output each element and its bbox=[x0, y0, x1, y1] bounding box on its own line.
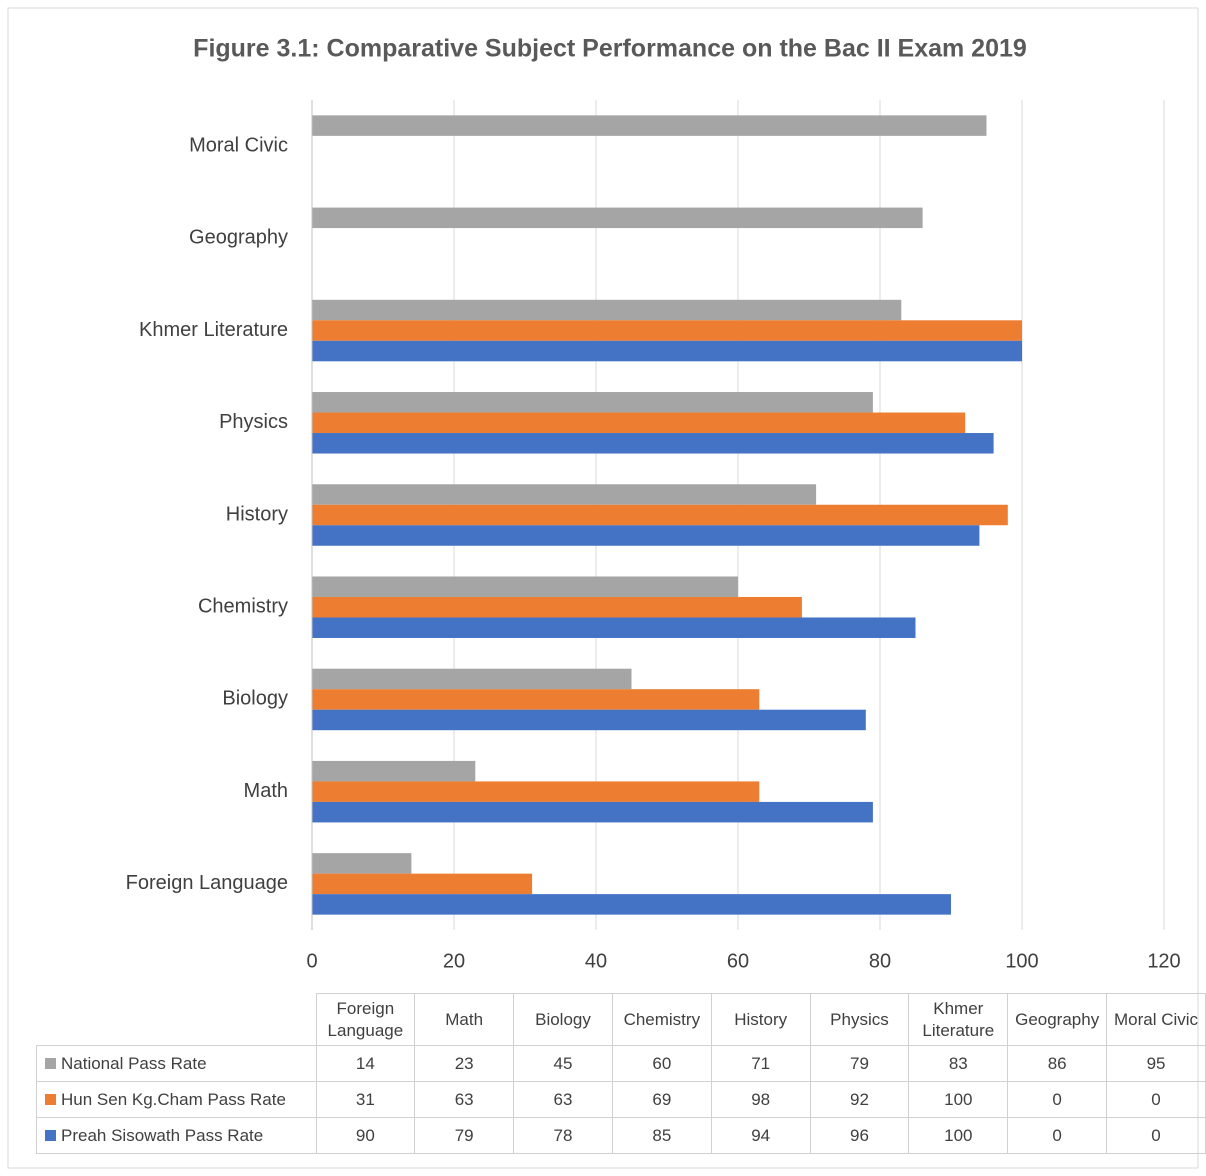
x-tick-label: 40 bbox=[585, 950, 607, 972]
y-tick-label: Geography bbox=[189, 227, 288, 249]
table-cell: 90 bbox=[315, 1117, 416, 1154]
x-tick-label: 0 bbox=[306, 950, 317, 972]
bar bbox=[312, 853, 412, 874]
legend-label: National Pass Rate bbox=[61, 1053, 207, 1073]
table-header: Biology bbox=[513, 993, 613, 1046]
bar bbox=[312, 781, 760, 802]
legend-label: Preah Sisowath Pass Rate bbox=[61, 1125, 264, 1145]
table-cell: 0 bbox=[1106, 1117, 1206, 1154]
data-table: Foreign Language Math Biology Chemistry Hist… bbox=[36, 993, 1206, 1154]
y-tick-label: History bbox=[226, 503, 288, 525]
y-tick-label: Foreign Language bbox=[126, 872, 288, 894]
table-cell: 92 bbox=[809, 1081, 910, 1118]
table-cell: 96 bbox=[809, 1117, 910, 1154]
table-row-label: Preah Sisowath Pass Rate bbox=[36, 1117, 317, 1154]
bar bbox=[312, 525, 980, 546]
table-cell: 100 bbox=[908, 1081, 1009, 1118]
table-header: Geography bbox=[1007, 993, 1108, 1046]
bar bbox=[312, 596, 802, 618]
table-row: Preah Sisowath Pass Rate 90 79 78 85 94 96 100 0… bbox=[36, 1117, 1206, 1154]
bar bbox=[312, 894, 951, 915]
bar bbox=[312, 576, 738, 597]
table-header: Physics bbox=[809, 993, 910, 1046]
table-cell: 69 bbox=[611, 1081, 712, 1118]
table-cell: 45 bbox=[513, 1045, 613, 1082]
table-header: Khmer Literature bbox=[908, 993, 1009, 1046]
table-cell: 79 bbox=[809, 1045, 910, 1082]
table-row: Hun Sen Kg.Cham Pass Rate 31 63 63 69 98 92 100… bbox=[36, 1081, 1206, 1118]
table-header: Chemistry bbox=[611, 993, 712, 1046]
bar bbox=[312, 709, 866, 731]
table-cell: 94 bbox=[710, 1117, 811, 1154]
table-cell: 63 bbox=[513, 1081, 613, 1118]
bar bbox=[312, 299, 902, 321]
bar bbox=[312, 340, 1022, 362]
bar bbox=[312, 668, 632, 690]
bar bbox=[312, 617, 916, 638]
chart-title: Figure 3.1: Comparative Subject Performa… bbox=[193, 35, 1027, 63]
table-cell: 71 bbox=[710, 1045, 811, 1082]
bar bbox=[312, 801, 873, 823]
table-header: Moral Civic bbox=[1106, 993, 1206, 1046]
table-header: History bbox=[710, 993, 811, 1046]
y-tick-label: Moral Civic bbox=[189, 134, 288, 156]
x-tick-label: 20 bbox=[443, 950, 465, 972]
table-cell: 0 bbox=[1106, 1081, 1206, 1118]
bar bbox=[312, 207, 923, 229]
x-tick-label: 60 bbox=[727, 950, 749, 972]
table-cell: 14 bbox=[315, 1045, 416, 1082]
table-cell: 85 bbox=[611, 1117, 712, 1154]
bar bbox=[312, 504, 1008, 526]
legend-swatch bbox=[45, 1129, 56, 1141]
table-cell: 23 bbox=[414, 1045, 515, 1082]
y-tick-label: Biology bbox=[222, 688, 288, 710]
table-cell: 83 bbox=[908, 1045, 1009, 1082]
bar bbox=[312, 412, 966, 434]
table-cell: 63 bbox=[414, 1081, 515, 1118]
table-cell: 78 bbox=[513, 1117, 613, 1154]
table-header: Foreign Language bbox=[315, 993, 416, 1046]
table-corner bbox=[37, 994, 317, 1046]
x-tick-label: 100 bbox=[1005, 950, 1038, 972]
table-header: Math bbox=[414, 993, 515, 1046]
legend-swatch bbox=[45, 1093, 56, 1105]
bar bbox=[312, 689, 760, 710]
bar bbox=[312, 392, 873, 413]
legend-label: Hun Sen Kg.Cham Pass Rate bbox=[61, 1089, 286, 1109]
table-row-label: Hun Sen Kg.Cham Pass Rate bbox=[36, 1081, 317, 1118]
table-cell: 100 bbox=[908, 1117, 1009, 1154]
table-cell: 31 bbox=[315, 1081, 416, 1118]
bar bbox=[312, 760, 476, 782]
y-tick-label: Khmer Literature bbox=[139, 319, 288, 341]
x-tick-label: 80 bbox=[869, 950, 891, 972]
bar bbox=[312, 433, 994, 454]
table-cell: 79 bbox=[414, 1117, 515, 1154]
legend-swatch bbox=[45, 1057, 56, 1069]
table-cell: 86 bbox=[1007, 1045, 1108, 1082]
x-tick-label: 120 bbox=[1147, 950, 1180, 972]
table-cell: 95 bbox=[1106, 1045, 1206, 1082]
table-cell: 0 bbox=[1007, 1081, 1108, 1118]
y-tick-label: Physics bbox=[219, 411, 288, 433]
y-tick-label: Chemistry bbox=[198, 596, 288, 618]
table-cell: 0 bbox=[1007, 1117, 1108, 1154]
table-cell: 98 bbox=[710, 1081, 811, 1118]
bar bbox=[312, 115, 987, 136]
table-row: National Pass Rate 14 23 45 60 71 79 83 86 95 bbox=[36, 1045, 1206, 1082]
bar bbox=[312, 484, 817, 505]
bar bbox=[312, 320, 1022, 341]
table-row-label: National Pass Rate bbox=[36, 1045, 317, 1082]
table-cell: 60 bbox=[611, 1045, 712, 1082]
bar bbox=[312, 873, 533, 895]
table-header-row: Foreign Language Math Biology Chemistry Hist… bbox=[37, 993, 1206, 1046]
y-tick-label: Math bbox=[244, 780, 288, 802]
